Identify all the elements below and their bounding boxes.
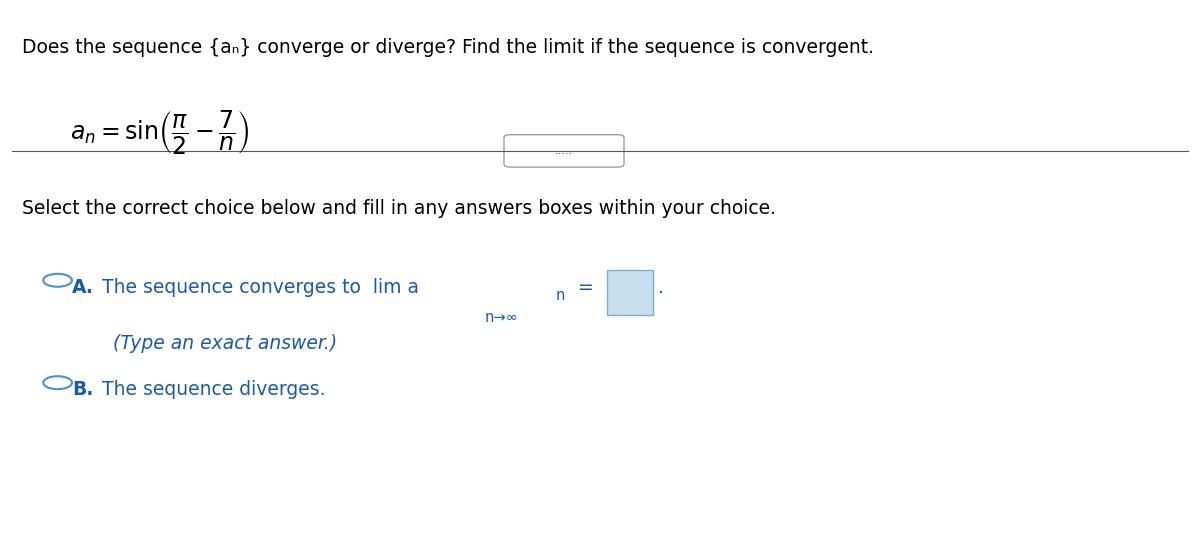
- Text: .: .: [658, 278, 664, 296]
- Text: The sequence diverges.: The sequence diverges.: [102, 380, 325, 399]
- Text: (Type an exact answer.): (Type an exact answer.): [113, 334, 337, 353]
- Text: n→∞: n→∞: [485, 310, 518, 325]
- FancyBboxPatch shape: [607, 270, 653, 315]
- Text: =: =: [572, 278, 594, 296]
- Text: A.: A.: [72, 278, 94, 296]
- Text: The sequence converges to  lim a: The sequence converges to lim a: [102, 278, 419, 296]
- Circle shape: [43, 376, 72, 389]
- Circle shape: [43, 274, 72, 287]
- Text: B.: B.: [72, 380, 94, 399]
- Text: Does the sequence {aₙ} converge or diverge? Find the limit if the sequence is co: Does the sequence {aₙ} converge or diver…: [22, 38, 874, 57]
- Text: .....: .....: [554, 146, 574, 156]
- Text: Select the correct choice below and fill in any answers boxes within your choice: Select the correct choice below and fill…: [22, 199, 775, 218]
- Text: n: n: [556, 288, 565, 303]
- FancyBboxPatch shape: [504, 135, 624, 167]
- Text: $a_n = \sin\!\left(\dfrac{\pi}{2} - \dfrac{7}{n}\right)$: $a_n = \sin\!\left(\dfrac{\pi}{2} - \dfr…: [70, 108, 250, 156]
